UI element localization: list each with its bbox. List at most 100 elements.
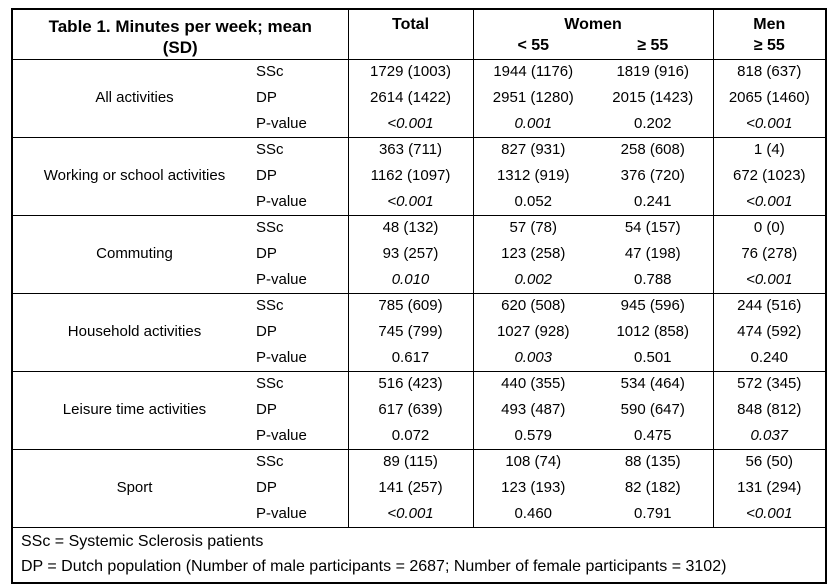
table-row: DP 141 (257) 123 (193) 82 (182) 131 (294… [12, 475, 827, 501]
table-row: Leisure time activities SSc 516 (423) 44… [12, 370, 827, 449]
pvalue-women-55plus: 0.475 [633, 426, 672, 444]
row-label-pvalue: P-value [256, 504, 307, 522]
pvalue-men-55plus: <0.001 [712, 189, 827, 215]
pvalue-total: 0.010 [347, 267, 473, 293]
value-total: 141 (257) [347, 475, 473, 501]
table-title-text: Table 1. Minutes per week; mean (SD) [48, 16, 312, 57]
table-row: SSc = Systemic Sclerosis patients DP = D… [12, 526, 827, 583]
value-men-55plus: 848 (812) [712, 397, 827, 423]
col-header-women-55plus: ≥ 55 [593, 35, 714, 60]
table-row: P-value <0.001 0.460 0.791 <0.001 [12, 501, 827, 527]
row-label-ssc: SSc [256, 448, 348, 475]
pvalue-women-under55: 0.001 [472, 111, 593, 137]
activity-label: Sport [12, 448, 256, 527]
value-men-55plus: 244 (516) [712, 292, 827, 319]
value-women-under55: 493 (487) [472, 397, 593, 423]
col-header-women: Women [472, 9, 714, 35]
value-women-55plus: 534 (464) [593, 370, 714, 397]
pvalue-men-55plus: 0.240 [712, 345, 827, 371]
value-women-55plus: 2015 (1423) [612, 89, 694, 106]
row-label-dp: DP [256, 401, 277, 418]
row-label-dp: DP [256, 323, 277, 340]
pvalue-total: 0.617 [347, 345, 473, 371]
activity-label: Working or school activities [12, 136, 256, 215]
row-label-ssc: SSc [256, 214, 348, 241]
pvalue-women-under55: 0.460 [472, 501, 593, 527]
value-men-55plus: 76 (278) [712, 241, 827, 267]
pvalue-women-under55: 0.579 [472, 423, 593, 449]
col-header-men-55plus: ≥ 55 [712, 35, 827, 60]
value-women-under55: 108 (74) [472, 448, 593, 475]
pvalue-total: 0.072 [347, 423, 473, 449]
row-label-pvalue: P-value [256, 192, 307, 210]
row-label-ssc: SSc [256, 136, 348, 163]
value-men-55plus: 818 (637) [712, 58, 827, 85]
table-row: Working or school activities SSc 363 (71… [12, 136, 827, 215]
value-men-55plus: 56 (50) [712, 448, 827, 475]
group-leisure: Leisure time activities SSc 516 (423) 44… [12, 370, 827, 449]
value-women-under55: 123 (258) [472, 241, 593, 267]
activity-label: Commuting [12, 214, 256, 293]
table-row: DP 617 (639) 493 (487) 590 (647) 848 (81… [12, 397, 827, 423]
pvalue-total: <0.001 [347, 111, 473, 137]
table-row: Household activities SSc 785 (609) 620 (… [12, 292, 827, 371]
group-sport: Sport SSc 89 (115) 108 (74) 88 (135) 56 … [12, 448, 827, 527]
value-women-under55: 827 (931) [472, 136, 593, 163]
table-row: All activities SSc 1729 (1003) 1944 (117… [12, 58, 827, 137]
pvalue-women-55plus: 0.791 [633, 504, 672, 522]
value-total: 2614 (1422) [347, 85, 473, 111]
value-men-55plus: 1 (4) [712, 136, 827, 163]
pvalue-total: <0.001 [347, 501, 473, 527]
pvalue-women-55plus: 0.202 [633, 114, 672, 132]
value-men-55plus: 572 (345) [712, 370, 827, 397]
value-women-55plus: 376 (720) [620, 167, 685, 184]
group-all-activities: All activities SSc 1729 (1003) 1944 (117… [12, 58, 827, 137]
row-label-ssc: SSc [256, 58, 348, 85]
table-row: DP 745 (799) 1027 (928) 1012 (858) 474 (… [12, 319, 827, 345]
value-men-55plus: 2065 (1460) [712, 85, 827, 111]
value-total: 93 (257) [347, 241, 473, 267]
table-title: Table 1. Minutes per week; mean (SD) [12, 9, 348, 60]
row-label-dp: DP [256, 167, 277, 184]
table-row: DP 2614 (1422) 2951 (1280) 2015 (1423) 2… [12, 85, 827, 111]
value-total: 617 (639) [347, 397, 473, 423]
value-women-under55: 2951 (1280) [472, 85, 593, 111]
table-row: P-value 0.072 0.579 0.475 0.037 [12, 423, 827, 449]
row-label-dp: DP [256, 89, 277, 106]
value-men-55plus: 0 (0) [712, 214, 827, 241]
table-row: DP 93 (257) 123 (258) 47 (198) 76 (278) [12, 241, 827, 267]
value-men-55plus: 474 (592) [712, 319, 827, 345]
col-header-men: Men [712, 9, 827, 35]
table-row: P-value 0.010 0.002 0.788 <0.001 [12, 267, 827, 293]
value-women-55plus: 1819 (916) [593, 58, 714, 85]
table-row: Commuting SSc 48 (132) 57 (78) 54 (157) … [12, 214, 827, 293]
table-row: P-value <0.001 0.001 0.202 <0.001 [12, 111, 827, 137]
row-label-pvalue: P-value [256, 270, 307, 288]
value-women-under55: 57 (78) [472, 214, 593, 241]
pvalue-women-under55: 0.052 [472, 189, 593, 215]
value-women-55plus: 945 (596) [593, 292, 714, 319]
pvalue-total: <0.001 [347, 189, 473, 215]
value-total: 745 (799) [347, 319, 473, 345]
table-footnotes: SSc = Systemic Sclerosis patients DP = D… [12, 526, 827, 583]
value-women-55plus: 258 (608) [593, 136, 714, 163]
pvalue-women-55plus: 0.501 [633, 348, 672, 366]
value-women-under55: 123 (193) [472, 475, 593, 501]
value-women-55plus: 47 (198) [624, 245, 681, 262]
table-row: Sport SSc 89 (115) 108 (74) 88 (135) 56 … [12, 448, 827, 527]
value-women-55plus: 590 (647) [620, 401, 685, 418]
col-header-women-under55: < 55 [472, 35, 593, 60]
activity-label: All activities [12, 58, 256, 137]
row-label-pvalue: P-value [256, 114, 307, 132]
value-women-55plus: 82 (182) [624, 479, 681, 496]
value-total: 516 (423) [347, 370, 473, 397]
row-label-dp: DP [256, 245, 277, 262]
group-working-or-school: Working or school activities SSc 363 (71… [12, 136, 827, 215]
table-row: P-value 0.617 0.003 0.501 0.240 [12, 345, 827, 371]
activity-label: Household activities [12, 292, 256, 371]
table-header: Table 1. Minutes per week; mean (SD) Tot… [12, 9, 827, 60]
table-row: P-value <0.001 0.052 0.241 <0.001 [12, 189, 827, 215]
value-total: 1729 (1003) [347, 58, 473, 85]
activity-label: Leisure time activities [12, 370, 256, 449]
